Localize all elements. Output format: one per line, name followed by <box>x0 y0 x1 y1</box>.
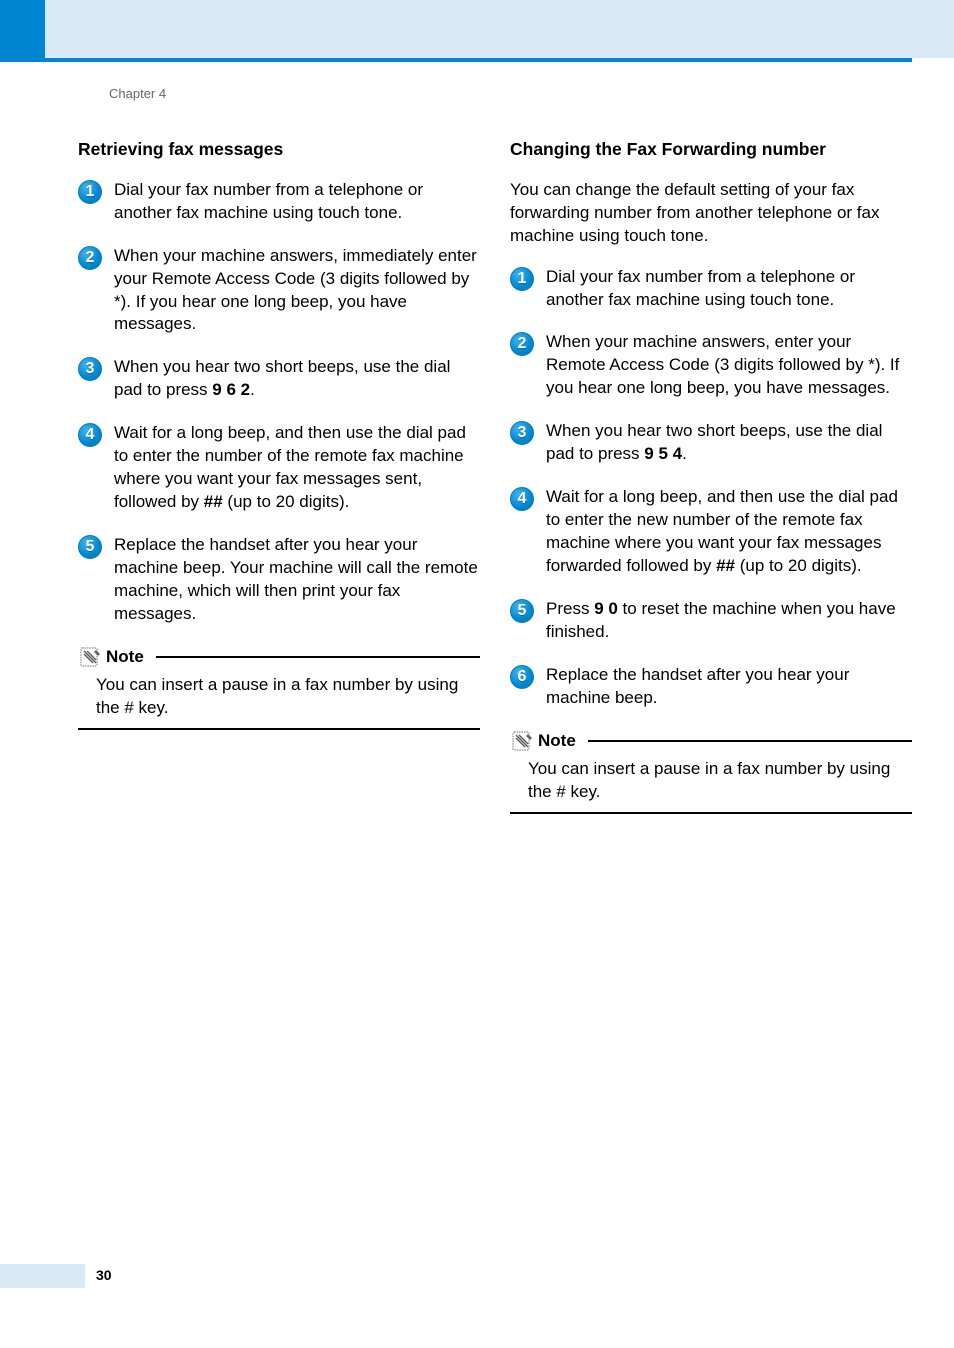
step-text-post: (up to 20 digits). <box>223 492 350 511</box>
step-row: 6 Replace the handset after you hear you… <box>510 664 912 710</box>
step-bold: 9 0 <box>594 599 618 618</box>
step-text-pre: Press <box>546 599 594 618</box>
note-bottom-rule <box>510 812 912 814</box>
step-badge-5: 5 <box>510 599 534 623</box>
step-badge-5: 5 <box>78 535 102 559</box>
step-badge-2: 2 <box>78 246 102 270</box>
note-icon <box>510 730 534 752</box>
step-bold: ## <box>716 556 735 575</box>
step-text-pre: When you hear two short beeps, use the d… <box>114 357 450 399</box>
step-text-post: . <box>250 380 255 399</box>
step-row: 2 When your machine answers, immediately… <box>78 245 480 337</box>
step-row: 5 Replace the handset after you hear you… <box>78 534 480 626</box>
note-icon <box>78 646 102 668</box>
step-badge-3: 3 <box>78 357 102 381</box>
section-title-changing: Changing the Fax Forwarding number <box>510 138 912 161</box>
step-row: 2 When your machine answers, enter your … <box>510 331 912 400</box>
note-header: Note <box>510 730 912 752</box>
step-badge-6: 6 <box>510 665 534 689</box>
step-badge-1: 1 <box>78 180 102 204</box>
note-bottom-rule <box>78 728 480 730</box>
note-label: Note <box>106 647 144 667</box>
step-badge-2: 2 <box>510 332 534 356</box>
step-text: When your machine answers, immediately e… <box>114 245 480 337</box>
header-area <box>45 0 954 58</box>
step-row: 1 Dial your fax number from a telephone … <box>78 179 480 225</box>
intro-text: You can change the default setting of yo… <box>510 179 912 248</box>
step-text: Wait for a long beep, and then use the d… <box>114 422 480 514</box>
step-row: 4 Wait for a long beep, and then use the… <box>510 486 912 578</box>
sidebar-accent <box>0 0 45 62</box>
step-bold: 9 5 4 <box>644 444 682 463</box>
note-text: You can insert a pause in a fax number b… <box>96 674 480 720</box>
step-row: 3 When you hear two short beeps, use the… <box>510 420 912 466</box>
step-text-post: (up to 20 digits). <box>735 556 862 575</box>
note-top-rule <box>156 656 480 658</box>
step-badge-4: 4 <box>510 487 534 511</box>
step-row: 4 Wait for a long beep, and then use the… <box>78 422 480 514</box>
step-text: Dial your fax number from a telephone or… <box>114 179 480 225</box>
page-number: 30 <box>96 1267 112 1283</box>
note-block: Note You can insert a pause in a fax num… <box>510 730 912 814</box>
step-text-post: . <box>682 444 687 463</box>
footer-accent <box>0 1264 85 1288</box>
step-text: When you hear two short beeps, use the d… <box>546 420 912 466</box>
step-row: 3 When you hear two short beeps, use the… <box>78 356 480 402</box>
header-rule <box>45 58 912 62</box>
note-text: You can insert a pause in a fax number b… <box>528 758 912 804</box>
step-text: Replace the handset after you hear your … <box>546 664 912 710</box>
chapter-label: Chapter 4 <box>109 86 166 101</box>
note-top-rule <box>588 740 912 742</box>
step-text: Replace the handset after you hear your … <box>114 534 480 626</box>
note-block: Note You can insert a pause in a fax num… <box>78 646 480 730</box>
step-text: Wait for a long beep, and then use the d… <box>546 486 912 578</box>
step-badge-3: 3 <box>510 421 534 445</box>
step-text: When your machine answers, enter your Re… <box>546 331 912 400</box>
left-column: Retrieving fax messages 1 Dial your fax … <box>78 138 480 814</box>
step-bold: 9 6 2 <box>212 380 250 399</box>
step-row: 5 Press 9 0 to reset the machine when yo… <box>510 598 912 644</box>
step-badge-4: 4 <box>78 423 102 447</box>
right-column: Changing the Fax Forwarding number You c… <box>510 138 912 814</box>
step-text: When you hear two short beeps, use the d… <box>114 356 480 402</box>
section-title-retrieving: Retrieving fax messages <box>78 138 480 161</box>
step-text: Press 9 0 to reset the machine when you … <box>546 598 912 644</box>
step-bold: ## <box>204 492 223 511</box>
note-header: Note <box>78 646 480 668</box>
step-badge-1: 1 <box>510 267 534 291</box>
step-text-pre: When you hear two short beeps, use the d… <box>546 421 882 463</box>
step-row: 1 Dial your fax number from a telephone … <box>510 266 912 312</box>
note-label: Note <box>538 731 576 751</box>
step-text: Dial your fax number from a telephone or… <box>546 266 912 312</box>
content-area: Retrieving fax messages 1 Dial your fax … <box>78 138 912 814</box>
